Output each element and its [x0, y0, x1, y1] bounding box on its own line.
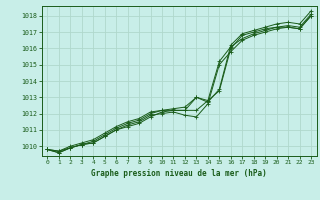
X-axis label: Graphe pression niveau de la mer (hPa): Graphe pression niveau de la mer (hPa) — [91, 169, 267, 178]
